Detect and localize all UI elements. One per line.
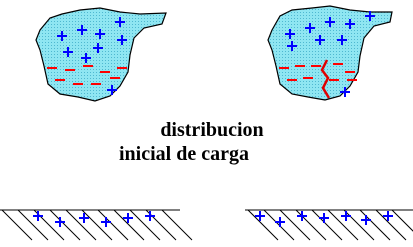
hatch-line bbox=[248, 210, 278, 240]
hatch-line bbox=[130, 210, 160, 240]
hatch-line bbox=[328, 210, 358, 240]
page: {"caption": {"line1": "distribucion", "l… bbox=[0, 0, 413, 247]
plus-sign bbox=[276, 218, 284, 226]
hatch-line bbox=[66, 210, 96, 240]
plus-sign bbox=[362, 216, 370, 224]
plus-sign bbox=[102, 218, 110, 226]
ground-left bbox=[0, 210, 192, 240]
plus-sign bbox=[342, 212, 350, 220]
cloud-left bbox=[36, 8, 166, 101]
diagram: distribucion inicial de carga bbox=[0, 0, 413, 247]
hatch-line bbox=[376, 210, 406, 240]
plus-sign bbox=[146, 212, 154, 220]
hatch-line bbox=[280, 210, 310, 240]
hatch-line bbox=[50, 210, 80, 240]
hatch-line bbox=[82, 210, 112, 240]
ground-right bbox=[245, 210, 413, 240]
hatch-line bbox=[162, 210, 192, 240]
cloud-shape bbox=[36, 8, 166, 101]
hatch-line bbox=[344, 210, 374, 240]
hatch-line bbox=[18, 210, 48, 240]
cloud-right bbox=[268, 6, 392, 100]
hatch-line bbox=[2, 210, 32, 240]
hatch-line bbox=[296, 210, 326, 240]
plus-sign bbox=[34, 212, 42, 220]
plus-sign bbox=[320, 214, 328, 222]
caption-line: inicial de carga bbox=[119, 143, 249, 165]
caption-line: distribucion bbox=[160, 119, 263, 141]
hatch-line bbox=[392, 210, 413, 240]
plus-sign bbox=[56, 218, 64, 226]
hatch-line bbox=[312, 210, 342, 240]
hatch-line bbox=[98, 210, 128, 240]
hatch-line bbox=[360, 210, 390, 240]
